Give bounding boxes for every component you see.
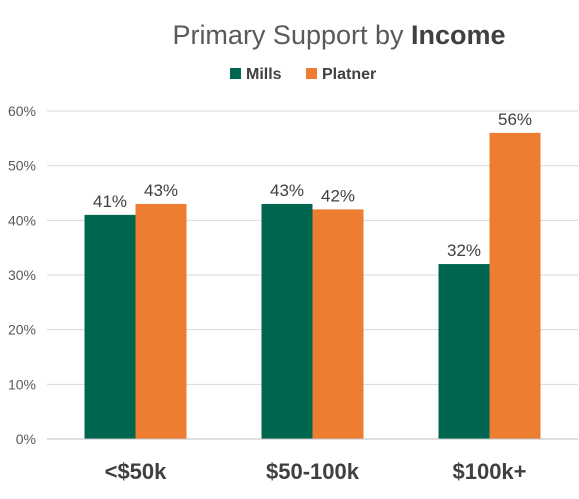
y-axis: 0% 10% 20% 30% 40% 50% 60% (8, 103, 36, 447)
bar-platner (489, 132, 541, 439)
bar-mills (438, 264, 490, 439)
y-tick-label: 20% (8, 322, 36, 338)
chart-title-main: Primary Support by (172, 20, 411, 50)
bar-mills (261, 203, 313, 439)
data-label: 43% (144, 181, 178, 200)
y-tick-label: 30% (8, 267, 36, 283)
bars: 41% 43% 43% 42% 32% 56% (84, 110, 541, 439)
y-tick-label: 60% (8, 103, 36, 119)
legend: Mills Platner (230, 66, 376, 83)
data-label: 56% (498, 110, 532, 129)
data-label: 32% (447, 241, 481, 260)
bar-platner (312, 209, 364, 439)
x-tick-label: $50-100k (266, 459, 360, 484)
chart-title: Primary Support by Income (172, 20, 505, 50)
legend-label-mills: Mills (246, 66, 282, 83)
legend-swatch-mills (230, 68, 241, 79)
bar-mills (84, 214, 136, 439)
x-tick-label: $100k+ (452, 459, 526, 484)
data-label: 41% (93, 192, 127, 211)
y-tick-label: 40% (8, 212, 36, 228)
data-label: 42% (321, 186, 355, 205)
y-tick-label: 10% (8, 376, 36, 392)
y-tick-label: 0% (16, 431, 36, 447)
chart-title-bold: Income (411, 20, 506, 50)
legend-label-platner: Platner (322, 66, 376, 83)
x-axis: <$50k $50-100k $100k+ (47, 438, 578, 484)
x-tick-label: <$50k (105, 459, 168, 484)
y-tick-label: 50% (8, 158, 36, 174)
data-label: 43% (270, 181, 304, 200)
bar-platner (135, 203, 187, 439)
legend-swatch-platner (306, 68, 317, 79)
